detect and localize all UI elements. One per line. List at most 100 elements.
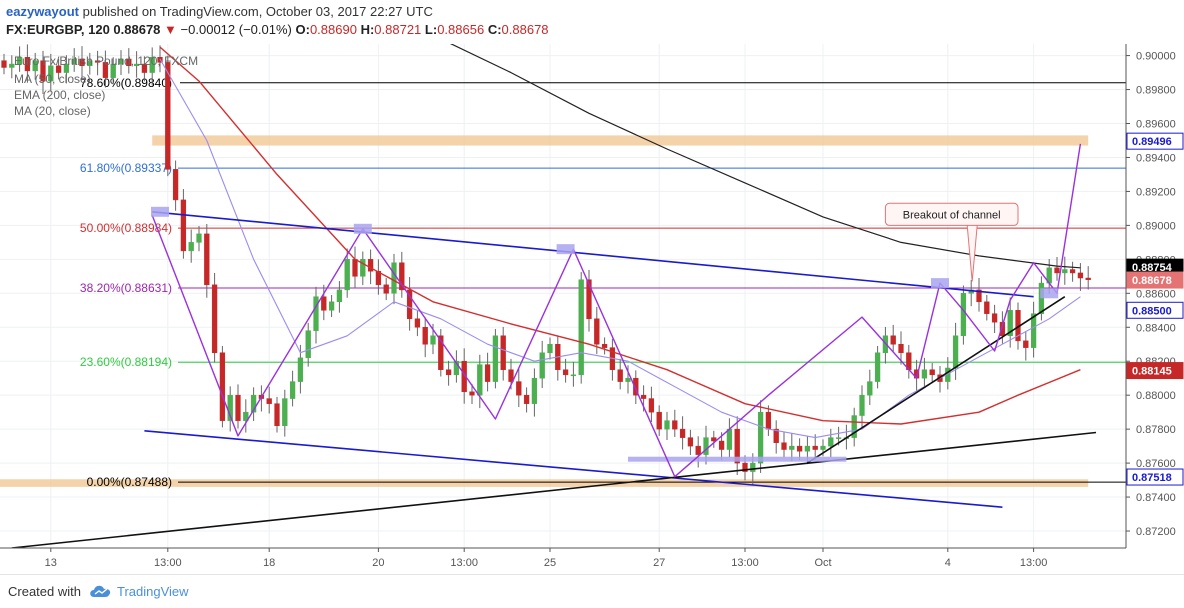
candle <box>235 384 241 429</box>
callout-pointer <box>966 225 978 282</box>
candle-body <box>687 437 694 447</box>
legend-ma50[interactable]: MA (50, close) <box>14 72 91 86</box>
candle <box>578 271 584 384</box>
candle-body <box>1069 269 1076 274</box>
candle <box>383 278 389 301</box>
candle-body <box>406 289 413 320</box>
candle-body <box>211 284 218 353</box>
candle-body <box>438 335 444 370</box>
candle <box>110 57 116 85</box>
created-with-text: Created with <box>8 584 81 599</box>
candle <box>523 387 530 413</box>
time-tick-label: 13:00 <box>1020 557 1048 569</box>
price-label: 0.89496 <box>1126 132 1184 150</box>
candle-body <box>617 369 623 382</box>
candle-body <box>929 369 935 376</box>
candle-body <box>24 57 31 72</box>
candle-body <box>991 313 998 323</box>
candle <box>321 284 327 321</box>
price-label-text: 0.88500 <box>1132 305 1172 317</box>
breakout-annotation: Breakout of channel <box>884 202 1019 282</box>
harmonic-pattern-path <box>151 143 1082 478</box>
legend-title[interactable]: Euro Fx/British Pound, 120, FXCM <box>14 54 199 68</box>
candle <box>1 53 7 75</box>
candle-body <box>960 293 967 337</box>
time-tick-label: 20 <box>372 557 384 569</box>
candle <box>921 357 928 389</box>
candle-body <box>999 321 1006 337</box>
candle-body <box>32 60 38 72</box>
legend-ema200[interactable]: EMA (200, close) <box>14 88 106 102</box>
candle-body <box>313 296 319 331</box>
low-value: 0.88656 <box>437 22 485 37</box>
candle <box>539 340 545 389</box>
candle <box>79 46 85 78</box>
candle <box>352 246 358 289</box>
candle <box>289 370 296 407</box>
tradingview-cloud-icon[interactable] <box>88 583 114 599</box>
price-tick-label: 0.88600 <box>1136 288 1176 300</box>
tradingview-link[interactable]: TradingView <box>117 584 189 599</box>
trend-line <box>806 296 1066 464</box>
candle <box>399 251 405 298</box>
candle-body <box>1062 269 1068 274</box>
time-tick-label: 25 <box>544 557 556 569</box>
candle <box>734 416 740 475</box>
price-tick-label: 0.89600 <box>1136 119 1176 131</box>
sr-zone <box>0 479 1089 487</box>
candle <box>1062 256 1068 285</box>
candle-body <box>110 63 116 78</box>
candle-body <box>219 352 226 421</box>
candle <box>9 55 15 79</box>
candle <box>679 416 686 450</box>
candle <box>94 50 101 76</box>
callout-box <box>884 202 1019 226</box>
candle-body <box>297 357 304 382</box>
candle-body <box>859 394 865 416</box>
candle-body <box>633 377 639 396</box>
candle-body <box>726 428 733 450</box>
pattern-point-mark <box>1040 288 1059 299</box>
ma50-line <box>159 46 1081 425</box>
candle <box>968 280 974 307</box>
candle-body <box>539 352 545 379</box>
price-tick-label: 0.87200 <box>1136 526 1176 538</box>
candle <box>126 48 132 74</box>
candle <box>984 295 990 321</box>
channel-line <box>152 211 1034 298</box>
candle-body <box>1077 272 1084 279</box>
time-tick-label: 4 <box>945 557 951 569</box>
candle <box>55 58 62 80</box>
candle <box>243 399 249 433</box>
price-label-box <box>1126 301 1184 319</box>
price-label-text: 0.89496 <box>1132 136 1172 148</box>
candle-body <box>328 301 335 311</box>
candle-body <box>94 60 101 63</box>
candle-body <box>578 279 584 376</box>
candle <box>664 411 670 441</box>
pattern-point-mark <box>151 206 169 217</box>
candle-body <box>679 428 686 438</box>
candle-body <box>196 233 202 243</box>
fib-label: 38.20%(0.88631) <box>80 281 172 295</box>
candle <box>71 48 77 72</box>
author-link[interactable]: eazywayout <box>6 4 79 19</box>
candle <box>555 335 561 381</box>
legend-ma20[interactable]: MA (20, close) <box>14 104 91 118</box>
candle-body <box>586 279 592 320</box>
open-value: 0.88690 <box>309 22 357 37</box>
candle <box>1007 297 1013 348</box>
candle-body <box>469 391 475 396</box>
high-label: H: <box>360 22 375 37</box>
candle-body <box>734 428 740 464</box>
candle-body <box>1038 282 1045 314</box>
candle <box>24 44 31 83</box>
candle-body <box>477 364 483 396</box>
candle <box>250 387 257 421</box>
candle <box>648 386 655 423</box>
candle-body <box>16 57 23 65</box>
price-label: 0.88145 <box>1126 362 1184 380</box>
candle-body <box>516 381 522 396</box>
trend-line <box>11 431 1097 549</box>
